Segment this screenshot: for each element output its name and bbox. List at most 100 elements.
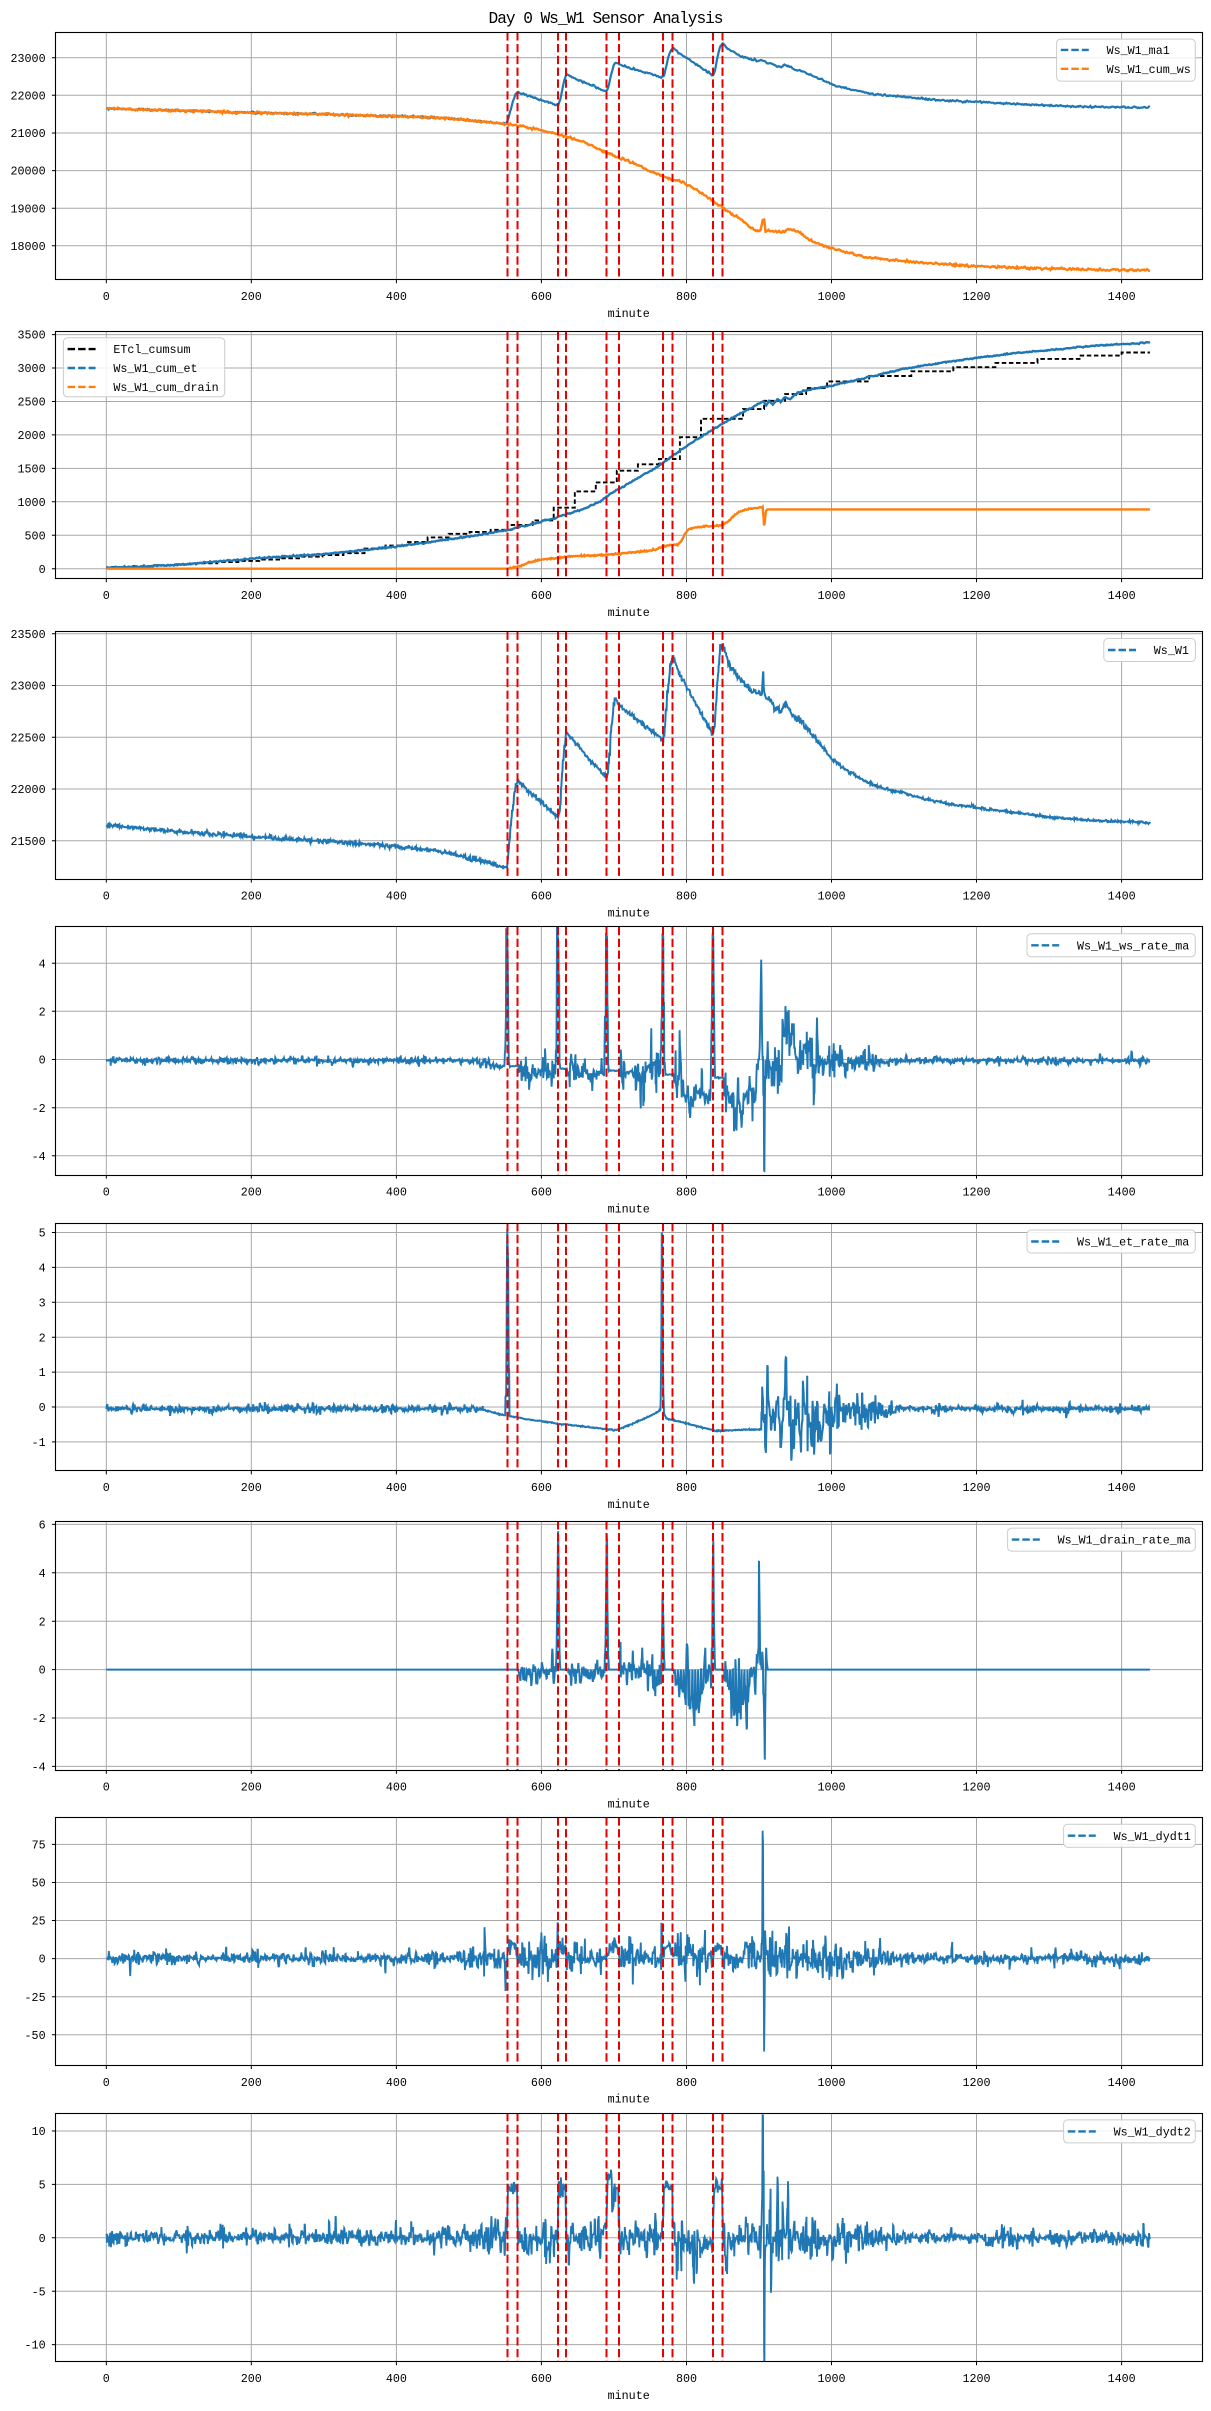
svg-text:0: 0 (39, 2232, 46, 2246)
svg-text:400: 400 (386, 2372, 407, 2386)
svg-text:200: 200 (241, 290, 262, 304)
svg-text:800: 800 (676, 589, 697, 603)
svg-text:500: 500 (25, 529, 46, 543)
svg-text:1000: 1000 (817, 2076, 845, 2090)
svg-text:Ws_W1_ma1: Ws_W1_ma1 (1107, 44, 1170, 58)
svg-text:Ws_W1_cum_ws: Ws_W1_cum_ws (1107, 63, 1191, 77)
svg-text:Ws_W1_cum_drain: Ws_W1_cum_drain (113, 381, 218, 395)
svg-text:1200: 1200 (962, 1481, 990, 1495)
svg-text:400: 400 (386, 1481, 407, 1495)
svg-text:75: 75 (32, 1839, 46, 1853)
svg-text:0: 0 (103, 290, 110, 304)
svg-text:800: 800 (676, 1185, 697, 1199)
svg-text:1400: 1400 (1108, 1781, 1136, 1795)
svg-text:Ws_W1_cum_et: Ws_W1_cum_et (113, 362, 197, 376)
svg-text:50: 50 (32, 1877, 46, 1891)
svg-text:-4: -4 (32, 1150, 46, 1164)
svg-text:600: 600 (531, 889, 552, 903)
svg-text:minute: minute (608, 1202, 650, 1216)
svg-text:Ws_W1: Ws_W1 (1154, 644, 1189, 658)
svg-text:800: 800 (676, 2372, 697, 2386)
svg-text:22000: 22000 (11, 783, 46, 797)
svg-text:-2: -2 (32, 1712, 46, 1726)
svg-text:800: 800 (676, 2076, 697, 2090)
svg-text:600: 600 (531, 290, 552, 304)
svg-text:-50: -50 (25, 2029, 46, 2043)
svg-text:0: 0 (39, 1401, 46, 1415)
svg-text:4: 4 (39, 957, 46, 971)
svg-text:0: 0 (103, 2372, 110, 2386)
svg-text:400: 400 (386, 1185, 407, 1199)
svg-text:25: 25 (32, 1915, 46, 1929)
svg-text:minute: minute (608, 2093, 650, 2107)
svg-text:0: 0 (103, 1481, 110, 1495)
svg-text:Day 0 Ws_W1 Sensor Analysis: Day 0 Ws_W1 Sensor Analysis (489, 10, 723, 28)
svg-text:400: 400 (386, 2076, 407, 2090)
svg-text:0: 0 (103, 1185, 110, 1199)
svg-text:0: 0 (103, 2076, 110, 2090)
svg-text:1: 1 (39, 1366, 46, 1380)
svg-text:-2: -2 (32, 1102, 46, 1116)
svg-text:1400: 1400 (1108, 1185, 1136, 1199)
svg-text:400: 400 (386, 290, 407, 304)
svg-text:-5: -5 (32, 2285, 46, 2299)
svg-text:1000: 1000 (817, 2372, 845, 2386)
svg-text:800: 800 (676, 889, 697, 903)
svg-text:Ws_W1_dydt2: Ws_W1_dydt2 (1114, 2126, 1191, 2140)
svg-text:4: 4 (39, 1567, 46, 1581)
svg-text:-10: -10 (25, 2339, 46, 2353)
svg-text:200: 200 (241, 1781, 262, 1795)
svg-text:1200: 1200 (962, 2372, 990, 2386)
svg-text:minute: minute (608, 1498, 650, 1512)
svg-text:minute: minute (608, 1797, 650, 1811)
svg-text:600: 600 (531, 2076, 552, 2090)
svg-text:1400: 1400 (1108, 1481, 1136, 1495)
svg-text:-1: -1 (32, 1436, 46, 1450)
svg-text:200: 200 (241, 2076, 262, 2090)
svg-text:1000: 1000 (817, 1185, 845, 1199)
svg-text:1200: 1200 (962, 589, 990, 603)
svg-text:21000: 21000 (11, 127, 46, 141)
svg-text:1400: 1400 (1108, 589, 1136, 603)
svg-text:0: 0 (39, 1054, 46, 1068)
svg-text:0: 0 (103, 1781, 110, 1795)
svg-text:10: 10 (32, 2125, 46, 2139)
svg-text:1400: 1400 (1108, 290, 1136, 304)
svg-text:200: 200 (241, 1481, 262, 1495)
svg-text:22000: 22000 (11, 89, 46, 103)
svg-text:800: 800 (676, 290, 697, 304)
svg-text:-25: -25 (25, 1991, 46, 2005)
svg-text:200: 200 (241, 2372, 262, 2386)
svg-text:22500: 22500 (11, 731, 46, 745)
svg-text:23000: 23000 (11, 52, 46, 66)
svg-text:200: 200 (241, 1185, 262, 1199)
svg-text:600: 600 (531, 1781, 552, 1795)
svg-text:1200: 1200 (962, 290, 990, 304)
svg-text:600: 600 (531, 1481, 552, 1495)
svg-text:4: 4 (39, 1262, 46, 1276)
svg-text:1200: 1200 (962, 889, 990, 903)
svg-text:3000: 3000 (18, 362, 46, 376)
svg-text:600: 600 (531, 2372, 552, 2386)
svg-text:5: 5 (39, 2179, 46, 2193)
svg-text:600: 600 (531, 1185, 552, 1199)
svg-text:ETcl_cumsum: ETcl_cumsum (113, 343, 190, 357)
svg-text:23000: 23000 (11, 680, 46, 694)
svg-text:1400: 1400 (1108, 889, 1136, 903)
svg-text:Ws_W1_dydt1: Ws_W1_dydt1 (1114, 1830, 1191, 1844)
svg-text:19000: 19000 (11, 202, 46, 216)
svg-text:400: 400 (386, 1781, 407, 1795)
svg-text:1000: 1000 (817, 589, 845, 603)
svg-text:1000: 1000 (18, 496, 46, 510)
svg-text:0: 0 (39, 1664, 46, 1678)
svg-text:800: 800 (676, 1781, 697, 1795)
svg-text:0: 0 (39, 1953, 46, 1967)
svg-text:23500: 23500 (11, 628, 46, 642)
svg-text:800: 800 (676, 1481, 697, 1495)
svg-text:minute: minute (608, 906, 650, 920)
svg-text:-4: -4 (32, 1761, 46, 1775)
svg-text:2500: 2500 (18, 396, 46, 410)
svg-text:200: 200 (241, 889, 262, 903)
svg-text:1200: 1200 (962, 2076, 990, 2090)
svg-text:400: 400 (386, 889, 407, 903)
